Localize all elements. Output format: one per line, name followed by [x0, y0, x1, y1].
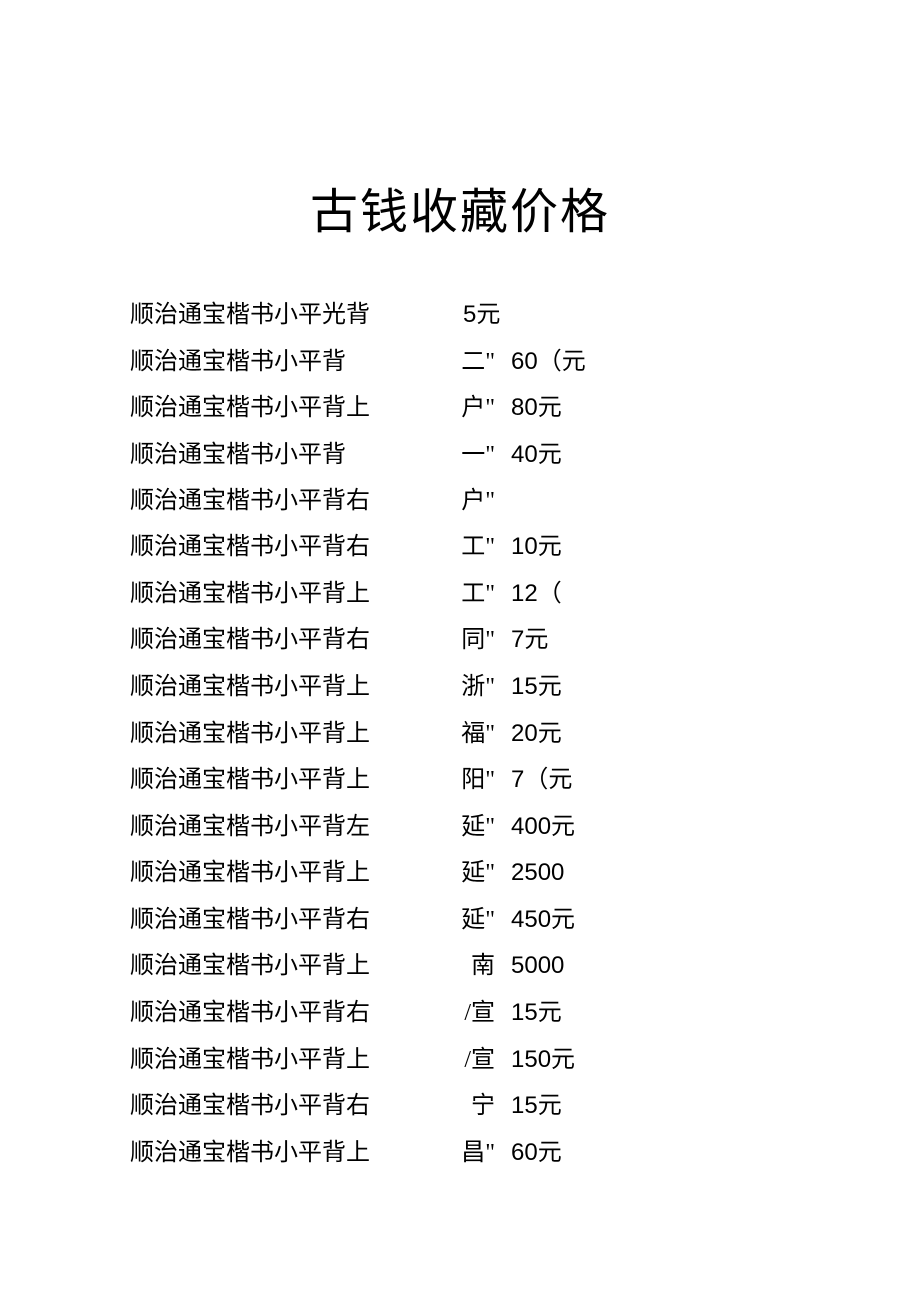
price-table: 顺治通宝楷书小平光背5元顺治通宝楷书小平背二"60（元顺治通宝楷书小平背上户"8… [130, 292, 790, 1176]
coin-name: 顺治通宝楷书小平背 [130, 340, 410, 386]
coin-name: 顺治通宝楷书小平背右 [130, 618, 410, 664]
coin-price: 150元 [503, 1037, 631, 1083]
coin-price: 40元 [503, 432, 631, 478]
coin-price: 15元 [503, 990, 631, 1036]
document-page: 古钱收藏价格 顺治通宝楷书小平光背5元顺治通宝楷书小平背二"60（元顺治通宝楷书… [0, 0, 920, 1236]
page-title: 古钱收藏价格 [130, 172, 790, 242]
coin-name: 顺治通宝楷书小平背 [130, 433, 410, 479]
coin-name: 顺治通宝楷书小平背上 [130, 851, 410, 897]
coin-mark: 二" [410, 340, 503, 386]
coin-mark: 工" [410, 525, 503, 571]
coin-price: 10元 [503, 524, 631, 570]
price-row: 顺治通宝楷书小平背上阳"7（元 [130, 757, 790, 804]
coin-mark: 南 [410, 944, 503, 990]
coin-name: 顺治通宝楷书小平背上 [130, 758, 410, 804]
coin-mark: 延" [410, 805, 503, 851]
coin-mark: /宣 [410, 1038, 503, 1084]
price-row: 顺治通宝楷书小平背上/宣150元 [130, 1037, 790, 1084]
price-row: 顺治通宝楷书小平背上户"80元 [130, 385, 790, 432]
coin-price: 7（元 [503, 757, 631, 803]
coin-price: 450元 [503, 897, 631, 943]
price-row: 顺治通宝楷书小平背上延"2500 [130, 850, 790, 897]
coin-name: 顺治通宝楷书小平背上 [130, 944, 410, 990]
coin-mark: 一" [410, 433, 503, 479]
coin-mark: /宣 [410, 991, 503, 1037]
price-row: 顺治通宝楷书小平背二"60（元 [130, 339, 790, 386]
coin-price: 2500 [503, 850, 631, 896]
coin-mark: 浙" [410, 665, 503, 711]
coin-price: 5元 [463, 292, 583, 338]
coin-price: 60（元 [503, 339, 631, 385]
coin-price: 7元 [503, 617, 631, 663]
coin-name: 顺治通宝楷书小平背上 [130, 665, 410, 711]
coin-name: 顺治通宝楷书小平背上 [130, 386, 410, 432]
price-row: 顺治通宝楷书小平背上工"12（ [130, 571, 790, 618]
price-row: 顺治通宝楷书小平背右/宣15元 [130, 990, 790, 1037]
price-row: 顺治通宝楷书小平背右同"7元 [130, 617, 790, 664]
coin-name: 顺治通宝楷书小平背上 [130, 572, 410, 618]
coin-mark: 昌" [410, 1131, 503, 1177]
coin-price: 400元 [503, 804, 631, 850]
price-row: 顺治通宝楷书小平背上昌"60元 [130, 1130, 790, 1177]
coin-price: 20元 [503, 711, 631, 757]
price-row: 顺治通宝楷书小平背一"40元 [130, 432, 790, 479]
price-row: 顺治通宝楷书小平背右延"450元 [130, 897, 790, 944]
coin-mark: 延" [410, 851, 503, 897]
coin-price: 80元 [503, 385, 631, 431]
coin-name: 顺治通宝楷书小平背上 [130, 712, 410, 758]
coin-name: 顺治通宝楷书小平背右 [130, 479, 410, 525]
coin-price: 15元 [503, 664, 631, 710]
coin-mark: 宁 [410, 1084, 503, 1130]
coin-price: 5000 [503, 943, 631, 989]
coin-name: 顺治通宝楷书小平背右 [130, 525, 410, 571]
coin-name: 顺治通宝楷书小平背右 [130, 1084, 410, 1130]
coin-name: 顺治通宝楷书小平背左 [130, 805, 410, 851]
coin-mark: 户" [410, 479, 503, 525]
coin-mark: 阳" [410, 758, 503, 804]
coin-price: 60元 [503, 1130, 631, 1176]
coin-mark: 同" [410, 618, 503, 664]
coin-mark: 福" [410, 712, 503, 758]
coin-name: 顺治通宝楷书小平背上 [130, 1131, 410, 1177]
price-row: 顺治通宝楷书小平背右户" [130, 479, 790, 525]
price-row: 顺治通宝楷书小平背上南5000 [130, 943, 790, 990]
price-row: 顺治通宝楷书小平背右宁15元 [130, 1083, 790, 1130]
price-row: 顺治通宝楷书小平背右工"10元 [130, 524, 790, 571]
coin-mark: 户" [410, 386, 503, 432]
coin-name: 顺治通宝楷书小平背右 [130, 991, 410, 1037]
price-row: 顺治通宝楷书小平背上福"20元 [130, 711, 790, 758]
coin-price: 15元 [503, 1083, 631, 1129]
price-row: 顺治通宝楷书小平背左延"400元 [130, 804, 790, 851]
coin-name: 顺治通宝楷书小平背右 [130, 898, 410, 944]
coin-mark: 延" [410, 898, 503, 944]
coin-price: 12（ [503, 571, 631, 617]
coin-name: 顺治通宝楷书小平背上 [130, 1038, 410, 1084]
price-row: 顺治通宝楷书小平背上浙"15元 [130, 664, 790, 711]
coin-mark: 工" [410, 572, 503, 618]
price-row: 顺治通宝楷书小平光背 5元 [130, 292, 790, 339]
coin-name: 顺治通宝楷书小平光背 [130, 293, 410, 339]
